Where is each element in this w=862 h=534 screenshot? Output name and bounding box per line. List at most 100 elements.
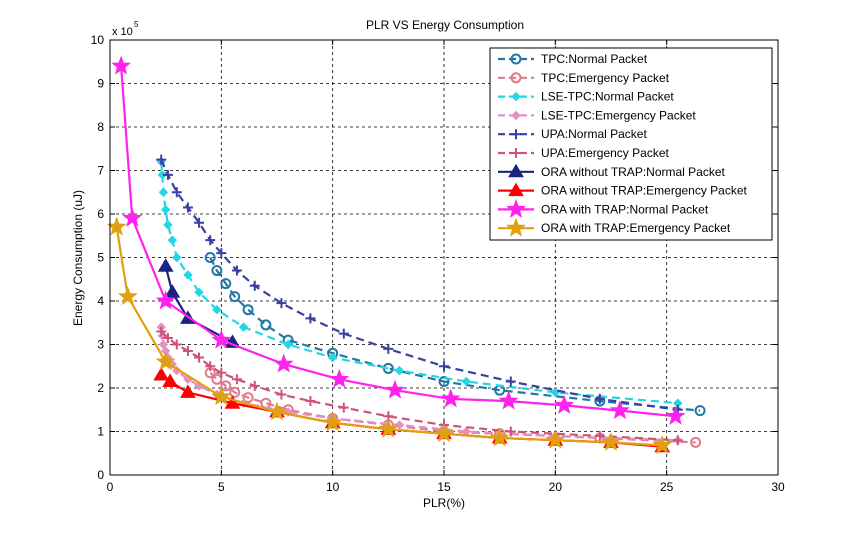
- legend-label: UPA:Emergency Packet: [541, 146, 669, 160]
- data-point: [508, 182, 524, 197]
- legend-label: ORA without TRAP:Normal Packet: [541, 165, 726, 179]
- series-line: [120, 66, 676, 418]
- y-tick-label: 7: [97, 164, 104, 178]
- data-point: [224, 395, 241, 409]
- legend-label: ORA without TRAP:Emergency Packet: [541, 184, 748, 198]
- data-point: [211, 386, 232, 406]
- data-point: [171, 187, 182, 198]
- data-point: [167, 235, 178, 245]
- chart-title: PLR VS Energy Consumption: [366, 18, 524, 32]
- data-point: [242, 392, 254, 404]
- data-point: [694, 405, 706, 417]
- data-point: [505, 426, 516, 437]
- data-point: [211, 329, 232, 349]
- data-point: [438, 375, 450, 387]
- data-point: [155, 290, 176, 310]
- data-point: [162, 332, 173, 343]
- data-point: [242, 304, 254, 316]
- data-point: [156, 154, 167, 165]
- data-point: [205, 235, 216, 246]
- data-point: [383, 343, 394, 354]
- x-tick-label: 15: [437, 480, 451, 494]
- data-point: [489, 427, 510, 447]
- data-point: [545, 429, 566, 449]
- data-point: [183, 270, 193, 280]
- data-point: [461, 376, 471, 387]
- data-point: [506, 217, 526, 237]
- x-tick-label: 30: [771, 480, 785, 494]
- data-point: [260, 319, 272, 331]
- data-point: [283, 339, 293, 350]
- data-point: [554, 394, 575, 414]
- data-point: [220, 278, 232, 290]
- series-line: [209, 256, 701, 412]
- data-point: [305, 396, 316, 407]
- data-point: [439, 361, 449, 372]
- data-point: [220, 380, 232, 392]
- series: [111, 55, 686, 425]
- data-point: [157, 258, 174, 272]
- y-tick-label: 9: [97, 77, 104, 91]
- x-axis-label: PLR(%): [423, 496, 465, 510]
- data-point: [434, 423, 454, 443]
- data-point: [505, 376, 516, 387]
- series-line: [115, 226, 663, 447]
- x-tick-label: 25: [660, 480, 674, 494]
- y-tick-label: 8: [97, 120, 104, 134]
- data-point: [511, 110, 521, 121]
- data-point: [652, 434, 673, 454]
- data-point: [249, 380, 260, 391]
- y-tick-label: 0: [97, 468, 104, 482]
- x-tick-label: 5: [218, 480, 225, 494]
- series: [156, 326, 683, 446]
- data-point: [594, 393, 605, 404]
- series: [156, 154, 683, 415]
- series-line: [160, 326, 678, 442]
- data-point: [440, 388, 461, 408]
- x-tick-label: 20: [549, 480, 563, 494]
- legend-label: UPA:Normal Packet: [541, 127, 647, 141]
- data-point: [665, 405, 686, 425]
- data-point: [329, 368, 350, 388]
- y-tick-label: 5: [97, 251, 104, 265]
- data-point: [322, 412, 343, 432]
- data-point: [194, 352, 205, 363]
- data-point: [609, 400, 630, 420]
- data-point: [212, 304, 222, 315]
- data-point: [690, 436, 702, 448]
- data-point: [182, 202, 193, 213]
- y-tick-label: 2: [97, 381, 104, 395]
- series-layer: [106, 55, 706, 454]
- data-point: [510, 72, 522, 84]
- y-tick-label: 6: [97, 207, 104, 221]
- data-point: [231, 374, 242, 385]
- data-point: [338, 402, 349, 413]
- data-point: [594, 430, 605, 441]
- legend: TPC:Normal Packet TPC:Emergency Packet LSE…: [489, 47, 773, 241]
- data-point: [155, 351, 176, 371]
- series-line: [160, 161, 678, 405]
- data-point: [267, 401, 287, 421]
- x-tick-label: 0: [107, 480, 114, 494]
- y-exponent: 5: [134, 20, 139, 29]
- data-point: [122, 207, 143, 227]
- series: [204, 252, 706, 417]
- data-point: [162, 169, 173, 180]
- data-point: [229, 386, 241, 398]
- data-point: [216, 367, 227, 378]
- legend-label: TPC:Normal Packet: [541, 52, 648, 66]
- data-point: [385, 379, 405, 399]
- series: [106, 216, 673, 454]
- data-point: [172, 252, 182, 263]
- legend-box: [489, 47, 773, 241]
- y-tick-label: 10: [91, 33, 105, 47]
- data-point: [238, 322, 249, 332]
- data-point: [194, 217, 205, 228]
- data-point: [394, 420, 405, 430]
- data-point: [216, 248, 227, 259]
- data-point: [153, 366, 170, 381]
- data-point: [164, 284, 181, 298]
- data-point: [249, 280, 260, 291]
- data-point: [511, 148, 521, 158]
